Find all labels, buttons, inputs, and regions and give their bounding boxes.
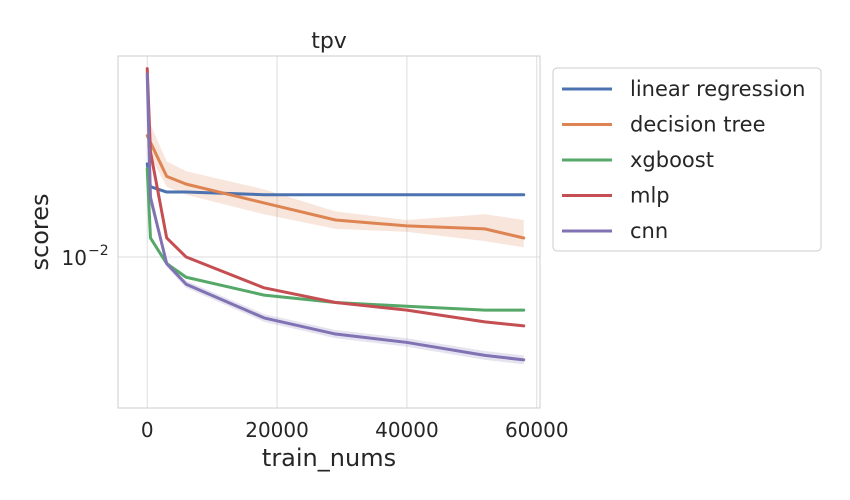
- series-lines: [145, 67, 526, 362]
- y-tick-label: 10: [62, 246, 87, 270]
- chart-title: tpv: [311, 29, 347, 54]
- x-tick-label: 60000: [505, 418, 569, 442]
- y-tick-exponent: −2: [88, 243, 109, 259]
- legend-label: xgboost: [630, 148, 714, 172]
- series-line-cnn: [145, 72, 526, 362]
- legend-label: mlp: [630, 184, 670, 208]
- legend-label: cnn: [630, 219, 668, 243]
- legend-frame: [552, 67, 822, 252]
- y-axis-label: scores: [26, 194, 54, 271]
- legend: linear regression decision tree xgboost mlp…: [552, 67, 822, 252]
- x-tick-labels: 0 20000 40000 60000: [141, 418, 569, 442]
- plot-area-background: [118, 56, 540, 408]
- series-line-xgboost: [145, 167, 526, 312]
- series-line-decision-tree: [145, 134, 526, 240]
- x-tick-label: 20000: [245, 418, 309, 442]
- x-tick-label: 40000: [375, 418, 439, 442]
- x-axis-label: train_nums: [262, 444, 396, 472]
- legend-label: linear regression: [630, 77, 805, 101]
- y-tick-labels: 10 −2: [62, 243, 109, 270]
- series-line-mlp: [145, 67, 526, 328]
- legend-label: decision tree: [630, 113, 766, 137]
- plot-frame: [117, 55, 541, 409]
- x-tick-label: 0: [141, 418, 154, 442]
